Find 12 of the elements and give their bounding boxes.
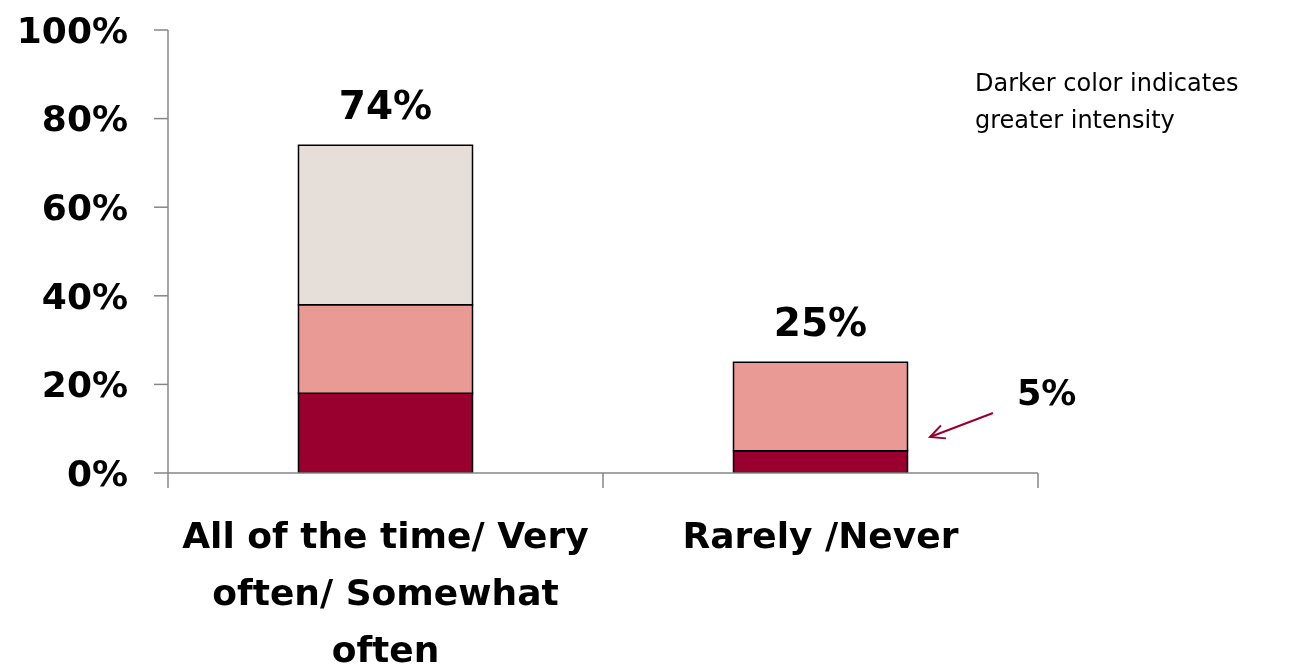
annotation: Darker color indicates greater intensity	[975, 68, 1240, 136]
y-tick-label: 20%	[41, 364, 128, 406]
x-tick-label: All of the time/ Very often/ Somewhat often	[182, 515, 589, 665]
y-tick-label: 40%	[41, 275, 128, 317]
y-tick-label: 60%	[41, 186, 128, 228]
y-tick-label: 80%	[41, 98, 128, 140]
x-tick-label: Rarely /Never	[682, 515, 959, 556]
total-label: 25%	[773, 299, 868, 345]
y-tick-label: 100%	[16, 9, 128, 51]
annotation: 5%	[1017, 373, 1077, 413]
total-label: 74%	[338, 82, 433, 128]
y-tick-label: 0%	[66, 452, 128, 494]
